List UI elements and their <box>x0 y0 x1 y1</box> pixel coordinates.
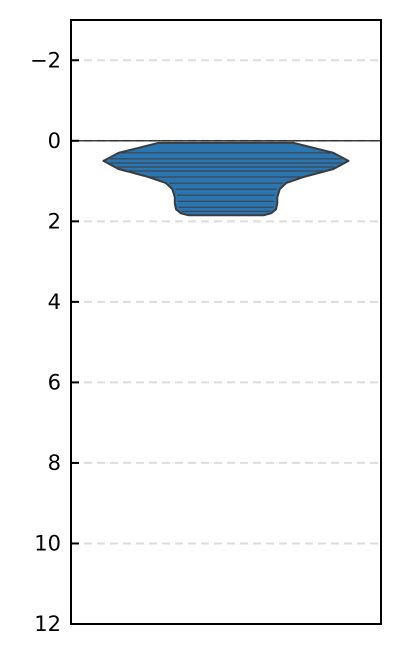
gridlines <box>71 59 381 545</box>
plot-frame <box>70 19 382 625</box>
y-tick-label: 12 <box>34 612 61 636</box>
y-tick-label: 10 <box>34 531 61 555</box>
y-tick-label: 2 <box>48 209 61 233</box>
y-tick-label: 6 <box>48 370 61 394</box>
y-axis-ticks: −2 0 2 4 6 8 10 12 <box>30 48 79 636</box>
y-tick-label: −2 <box>30 48 61 72</box>
violin-group <box>102 141 350 217</box>
y-tick-label: 4 <box>48 290 61 314</box>
violin-body <box>102 141 350 217</box>
y-tick-label: 8 <box>48 451 61 475</box>
y-tick-label: 0 <box>48 129 61 153</box>
